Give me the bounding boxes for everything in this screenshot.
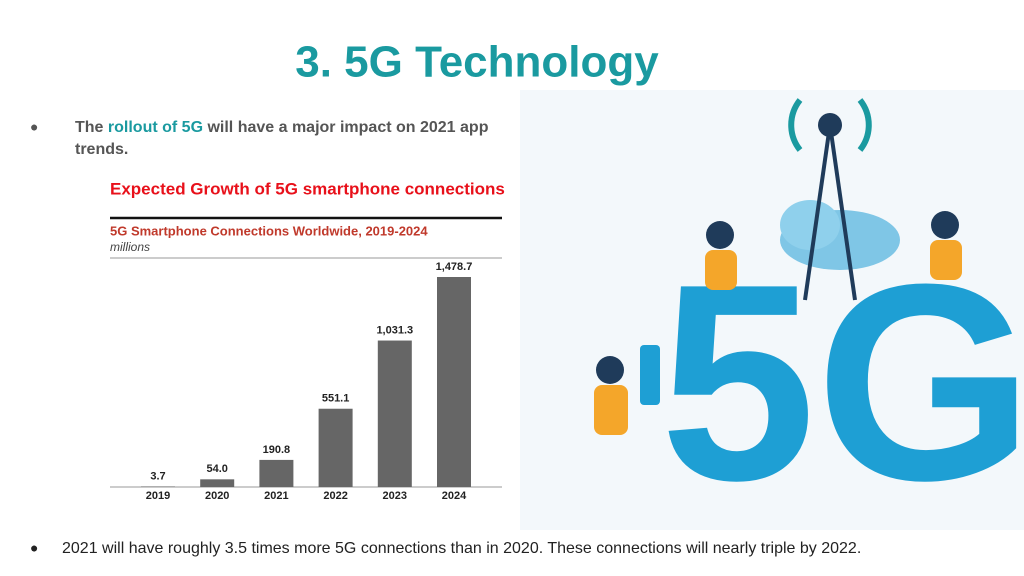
value-label: 190.8 [263, 444, 291, 456]
x-tick-label: 2019 [146, 490, 170, 502]
x-tick-label: 2023 [383, 490, 407, 502]
tower [803, 124, 832, 301]
value-label: 3.7 [150, 470, 165, 482]
value-label: 551.1 [322, 393, 350, 405]
signal [788, 98, 872, 152]
bullet-text: The [75, 119, 104, 136]
value-label: 1,478.7 [436, 261, 473, 273]
antenna [818, 113, 842, 137]
bar [200, 479, 235, 487]
bullet-text: The rollout of 5G will have a major impa… [75, 119, 489, 136]
person [705, 250, 737, 290]
cloud [780, 200, 840, 250]
chart-caption: Expected Growth of 5G smartphone connect… [110, 179, 505, 198]
x-tick-label: 2024 [442, 490, 467, 502]
x-tick-label: 2021 [264, 490, 288, 502]
person [930, 240, 962, 280]
value-label: 54.0 [206, 463, 227, 475]
tower [828, 124, 857, 301]
bullet-text: will have a major impact on 2021 app [206, 119, 488, 136]
person [706, 221, 734, 249]
bar [377, 340, 412, 487]
chart-title: 5G Smartphone Connections Worldwide, 201… [110, 223, 428, 238]
value-label: 1,031.3 [376, 324, 413, 336]
bullet-text: 2021 will have roughly 3.5 times more 5G… [62, 540, 861, 557]
bullet-text: trends. [75, 141, 128, 158]
chart-subtitle: millions [110, 240, 150, 254]
illustration: 5G [520, 90, 1024, 539]
bullet-dot: ● [30, 540, 38, 556]
bar [259, 459, 294, 487]
x-tick-label: 2020 [205, 490, 229, 502]
x-tick-label: 2022 [323, 490, 347, 502]
person [594, 385, 628, 435]
bar [437, 277, 471, 487]
slide-title: 3. 5G Technology [295, 38, 659, 87]
person [596, 356, 624, 384]
bullet-highlight: rollout of 5G [108, 119, 203, 136]
person [931, 211, 959, 239]
illustration-bg [520, 90, 1024, 530]
bar [318, 408, 353, 487]
screwdriver [640, 345, 660, 405]
bullet-dot: ● [30, 119, 38, 135]
bar [141, 486, 175, 487]
